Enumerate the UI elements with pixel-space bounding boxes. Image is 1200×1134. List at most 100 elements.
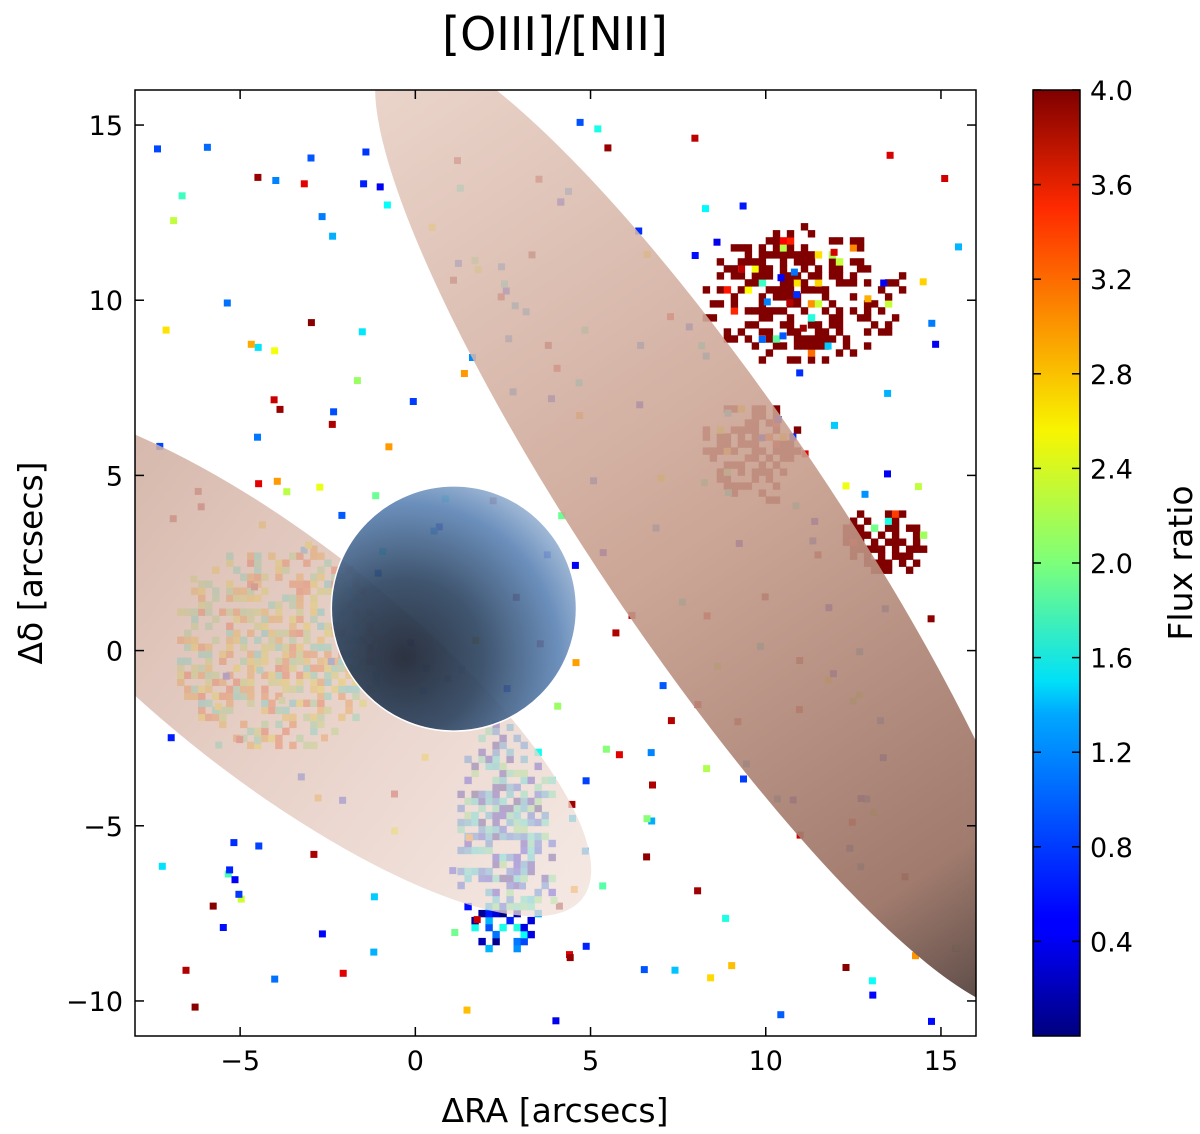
- heatmap-pixel: [478, 937, 486, 946]
- heatmap-pixel: [891, 538, 900, 546]
- heatmap-pixel: [842, 482, 850, 490]
- heatmap-pixel: [863, 531, 872, 539]
- heatmap-pixel: [571, 561, 579, 569]
- heatmap-pixel: [830, 248, 838, 256]
- heatmap-pixel: [877, 552, 886, 560]
- heatmap-pixel: [723, 335, 732, 343]
- heatmap-pixel: [828, 272, 837, 280]
- heatmap-pixel: [520, 937, 528, 946]
- heatmap-pixel: [786, 230, 795, 238]
- heatmap-pixel: [566, 954, 574, 962]
- heatmap-pixel: [821, 335, 830, 343]
- heatmap-pixel: [891, 510, 900, 518]
- heatmap-pixel: [772, 293, 781, 301]
- heatmap-pixel: [800, 342, 809, 350]
- heatmap-pixel: [772, 244, 781, 252]
- heatmap-pixel: [821, 286, 830, 294]
- heatmap-pixel: [912, 524, 921, 532]
- heatmap-pixel: [821, 328, 830, 336]
- heatmap-pixel: [360, 180, 368, 188]
- heatmap-pixel: [572, 659, 580, 667]
- heatmap-pixel: [835, 258, 844, 266]
- heatmap-pixel: [254, 433, 261, 441]
- heatmap-pixel: [744, 279, 753, 287]
- heatmap-pixel: [779, 244, 788, 252]
- heatmap-pixel: [800, 265, 809, 273]
- y-tick-label: 10: [89, 286, 123, 317]
- heatmap-pixel: [807, 272, 816, 280]
- heatmap-pixel: [898, 510, 907, 518]
- heatmap-pixel: [891, 314, 900, 322]
- heatmap-pixel: [643, 853, 651, 861]
- heatmap-pixel: [835, 279, 844, 287]
- heatmap-pixel: [793, 342, 802, 350]
- heatmap-pixel: [231, 876, 239, 884]
- heatmap-pixel: [835, 265, 844, 273]
- heatmap-pixel: [758, 356, 767, 364]
- heatmap-pixel: [779, 332, 787, 340]
- heatmap-pixel: [737, 286, 746, 294]
- heatmap-pixel: [709, 300, 718, 308]
- heatmap-pixel: [835, 272, 844, 280]
- north-east-cone-shape: [375, 90, 976, 1012]
- heatmap-pixel: [835, 321, 844, 329]
- heatmap-pixel: [814, 251, 823, 259]
- heatmap-pixel: [485, 944, 493, 953]
- heatmap-pixel: [905, 566, 914, 574]
- heatmap-pixel: [870, 545, 879, 553]
- heatmap-pixel: [814, 321, 823, 329]
- heatmap-pixel: [730, 293, 739, 301]
- heatmap-pixel: [247, 340, 255, 348]
- heatmap-pixel: [891, 279, 900, 287]
- heatmap-pixel: [772, 286, 781, 294]
- y-axis-title: Δδ [arcsecs]: [11, 461, 50, 664]
- heatmap-pixel: [863, 314, 872, 322]
- heatmap-pixel: [793, 356, 802, 364]
- heatmap-pixel: [821, 356, 830, 364]
- heatmap-pixel: [779, 251, 788, 259]
- heatmap-pixel: [793, 272, 802, 280]
- heatmap-pixel: [849, 307, 858, 315]
- heatmap-pixel: [737, 272, 746, 280]
- heatmap-pixel: [793, 328, 802, 336]
- heatmap-pixel: [703, 765, 711, 773]
- heatmap-pixel: [912, 531, 921, 539]
- heatmap-pixel: [877, 286, 886, 294]
- heatmap-pixel: [779, 293, 788, 301]
- heatmap-pixel: [863, 517, 872, 525]
- heatmap-pixel: [877, 545, 886, 553]
- heatmap-pixel: [191, 1003, 199, 1011]
- heatmap-pixel: [737, 258, 746, 266]
- heatmap-pixel: [751, 307, 760, 315]
- heatmap-pixel: [485, 909, 493, 918]
- heatmap-pixel: [869, 991, 877, 999]
- heatmap-pixel: [835, 349, 844, 357]
- heatmap-pixel: [716, 272, 725, 280]
- heatmap-pixel: [737, 328, 746, 336]
- heatmap-pixel: [499, 923, 507, 932]
- heatmap-pixel: [884, 559, 893, 567]
- heatmap-pixel: [765, 314, 774, 322]
- heatmap-pixel: [835, 328, 844, 336]
- heatmap-pixel: [473, 916, 481, 924]
- heatmap-pixel: [330, 408, 338, 416]
- heatmap-pixel: [800, 279, 809, 287]
- heatmap-pixel: [828, 237, 837, 245]
- heatmap-pixel: [744, 307, 753, 315]
- heatmap-pixel: [358, 328, 366, 336]
- heatmap-pixel: [409, 398, 417, 405]
- heatmap-pixel: [758, 251, 767, 259]
- heatmap-pixel: [751, 272, 760, 280]
- heatmap-pixel: [800, 223, 809, 231]
- heatmap-pixel: [730, 265, 739, 273]
- heatmap-pixel: [835, 237, 844, 245]
- heatmap-pixel: [898, 286, 907, 294]
- heatmap-pixel: [807, 230, 816, 238]
- heatmap-pixel: [758, 272, 767, 280]
- heatmap-pixel: [880, 279, 888, 287]
- heatmap-pixel: [744, 258, 753, 266]
- central-disk: [330, 485, 578, 732]
- heatmap-pixel: [828, 265, 837, 273]
- heatmap-pixel: [928, 319, 936, 327]
- x-axis: −5 0 5 10 15: [220, 90, 958, 1077]
